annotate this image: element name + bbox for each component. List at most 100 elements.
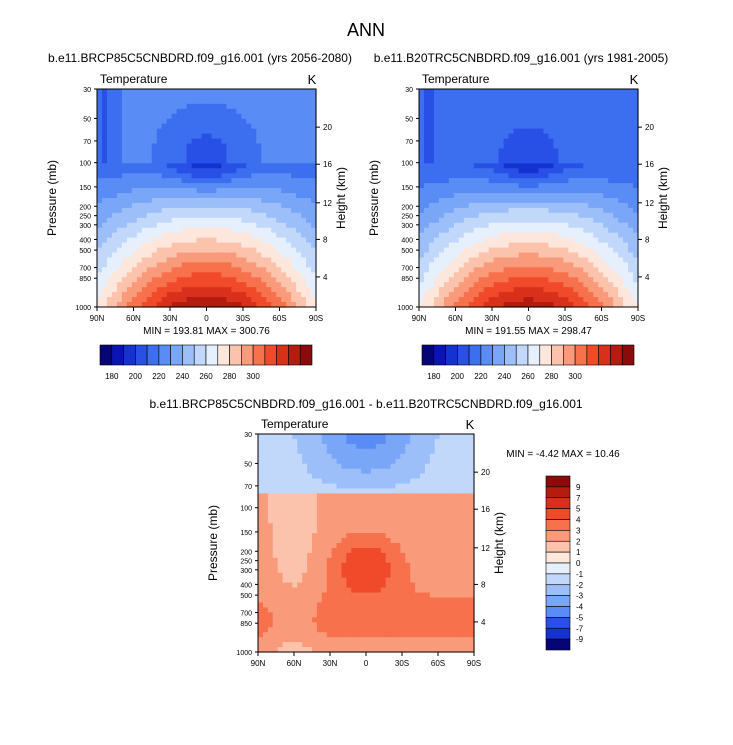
field-cell (271, 168, 277, 174)
field-cell (136, 123, 143, 130)
field-cell (433, 89, 440, 95)
field-cell (166, 198, 173, 204)
field-cell (468, 262, 475, 268)
field-cell (518, 118, 525, 125)
field-cell (464, 468, 470, 475)
field-cell (226, 292, 232, 298)
field-cell (161, 232, 168, 239)
field-cell (281, 113, 287, 120)
field-cell (131, 232, 138, 239)
field-cell (613, 212, 619, 219)
field-cell (613, 138, 619, 145)
field-cell (618, 287, 624, 293)
field-cell (356, 513, 362, 519)
field-cell (548, 113, 554, 120)
field-cell (171, 207, 178, 214)
field-cell (106, 168, 113, 174)
field-cell (613, 277, 619, 283)
field-cell (216, 297, 223, 303)
field-cell (603, 93, 609, 100)
field-cell (141, 183, 148, 189)
field-cell (126, 188, 133, 194)
field-cell (291, 242, 297, 249)
field-cell (331, 453, 338, 460)
field-cell (603, 242, 609, 249)
field-cell (613, 302, 619, 308)
field-cell (141, 193, 148, 199)
field-cell (568, 98, 574, 105)
field-cell (261, 202, 267, 209)
field-cell (361, 463, 367, 470)
field-cell (291, 282, 297, 288)
field-cell (126, 168, 133, 174)
field-cell (331, 434, 338, 440)
field-cell (276, 178, 282, 184)
field-cell (478, 257, 485, 263)
field-cell (628, 128, 634, 135)
field-cell (375, 453, 382, 460)
field-cell (211, 133, 218, 140)
field-cell (593, 198, 599, 204)
field-cell (276, 173, 282, 179)
field-cell (121, 103, 128, 110)
field-cell (469, 443, 475, 450)
field-cell (346, 488, 352, 495)
field-cell (287, 533, 293, 539)
field-cell (136, 118, 143, 125)
field-cell (121, 188, 128, 194)
field-cell (191, 277, 198, 283)
field-cell (116, 133, 123, 140)
field-cell (419, 207, 425, 214)
field-cell (311, 292, 317, 298)
field-cell (101, 292, 108, 298)
field-cell (101, 262, 108, 268)
field-cell (608, 153, 614, 159)
field-cell (633, 118, 639, 125)
field-cell (171, 183, 178, 189)
field-cell (141, 282, 148, 288)
field-cell (419, 113, 425, 120)
field-cell (598, 267, 604, 273)
field-cell (513, 227, 520, 234)
field-cell (538, 163, 545, 169)
field-cell (191, 212, 198, 219)
field-cell (493, 193, 500, 199)
field-cell (434, 528, 441, 534)
field-cell (306, 198, 312, 204)
field-cell (438, 282, 445, 288)
field-cell (121, 287, 128, 293)
field-cell (176, 148, 183, 154)
field-cell (429, 488, 436, 495)
field-cell (528, 272, 535, 278)
field-cell (518, 252, 525, 259)
field-cell (454, 463, 460, 470)
field-cell (181, 302, 188, 308)
field-cell (618, 282, 624, 288)
field-cell (291, 108, 297, 115)
field-cell (231, 89, 237, 95)
y-tick-label: 100 (401, 161, 413, 168)
field-cell (385, 478, 392, 485)
field-cell (236, 267, 242, 273)
field-cell (296, 222, 302, 229)
field-cell (186, 143, 193, 150)
field-cell (523, 272, 530, 278)
field-cell (608, 118, 614, 125)
x-tick-label: 60N (126, 314, 141, 323)
field-cell (618, 183, 624, 189)
field-cell (151, 227, 158, 234)
field-cell (538, 89, 545, 95)
field-cell (97, 89, 103, 95)
field-cell (191, 163, 198, 169)
field-cell (454, 533, 460, 539)
colorbar-box (193, 344, 207, 366)
field-cell (216, 138, 223, 145)
field-cell (593, 178, 599, 184)
field-cell (221, 277, 228, 283)
field-cell (97, 93, 103, 100)
field-cell (558, 153, 564, 159)
field-cell (251, 98, 257, 105)
field-cell (618, 128, 624, 135)
field-cell (428, 123, 435, 130)
field-cell (493, 93, 500, 100)
